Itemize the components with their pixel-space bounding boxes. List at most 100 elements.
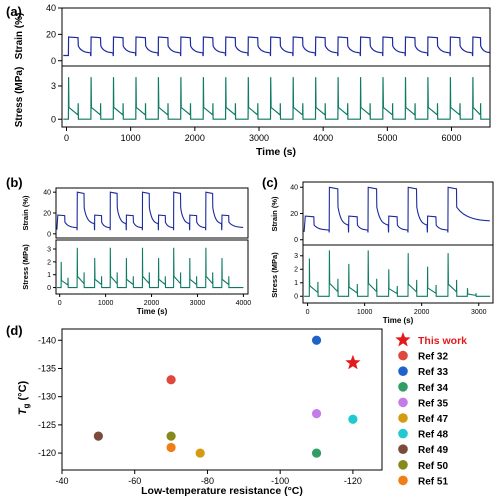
panel-c-strain-ylabel: Strain (%): [270, 196, 279, 232]
point-ref-49: [93, 431, 103, 441]
legend-marker: [398, 350, 408, 361]
d-ytick-label: -135: [38, 363, 56, 373]
panel-a-stress-frame: [61, 65, 491, 128]
legend-label: Ref 33: [418, 367, 448, 378]
panel-d-ylabel-unit: (°C): [17, 380, 29, 403]
legend-marker: [398, 428, 408, 439]
legend-label: Ref 47: [418, 414, 448, 425]
panel-d-frame: [61, 328, 383, 471]
c-xtick-label: 3000: [471, 309, 487, 316]
legend-label: Ref 48: [418, 430, 448, 441]
b-strain-ytick-label: 20: [43, 210, 51, 217]
b-xtick-label: 3000: [190, 300, 206, 307]
c-stress-ytick-label: 0: [294, 294, 298, 301]
panel-d: -120 -125 -130 -135 -140 -40 -60 -80 -100 -120 L…: [17, 328, 467, 497]
a-xtick-label: 0: [64, 133, 69, 143]
a-strain-ytick-label: 0: [51, 56, 56, 66]
legend-label: Ref 49: [418, 445, 448, 456]
point-ref-51: [166, 442, 176, 453]
point-this-work: [345, 354, 361, 370]
b-xtick-label: 0: [58, 300, 62, 307]
d-ytick-label: -130: [38, 392, 56, 402]
b-xtick-label: 1000: [98, 300, 114, 307]
b-strain-ytick-label: 0: [47, 231, 51, 238]
legend-marker: [398, 397, 408, 408]
legend-marker: [398, 366, 408, 377]
d-xtick-label: -80: [201, 476, 214, 486]
panel-a-strain-ylabel: Strain (%): [14, 13, 25, 60]
legend-label: Ref 50: [418, 461, 448, 472]
a-xtick-label: 5000: [377, 133, 397, 143]
panel-c-strain-frame: [302, 181, 494, 246]
panel-d-ylabel-main: T: [17, 407, 29, 415]
panel-a-xlabel: Time (s): [256, 146, 296, 158]
panel-d-ylabel-sub: g: [22, 403, 31, 408]
panel-a-stress-series: [63, 77, 490, 120]
a-strain-ytick-label: 20: [46, 30, 56, 40]
c-strain-ytick-label: 40: [290, 185, 298, 192]
d-xtick-label: -60: [128, 476, 141, 486]
c-xtick-label: 1000: [357, 309, 373, 316]
panel-d-yticks: -120 -125 -130 -135 -140: [38, 335, 62, 458]
c-strain-ytick-label: 20: [290, 211, 298, 218]
a-stress-ytick-label: 3: [51, 81, 56, 91]
panel-c-stress-series: [304, 250, 491, 297]
panel-a-xticks: 0 1000 2000 3000 4000 5000 6000: [64, 127, 462, 143]
legend-marker: [398, 413, 408, 423]
c-stress-ytick-label: 3: [294, 253, 298, 260]
legend-marker: [398, 444, 408, 455]
legend-label: Ref 34: [418, 383, 448, 394]
panel-d-ylabel: Tg (°C): [17, 380, 31, 415]
c-stress-ytick-label: 1: [294, 280, 298, 287]
b-stress-ytick-label: 3: [47, 246, 51, 253]
panel-c-xlabel: Time (s): [383, 316, 414, 325]
panel-a-stress-ylabel: Stress (MPa): [14, 67, 25, 128]
a-stress-ytick-label: 0: [51, 114, 56, 124]
panel-a-strain-yticks: 0 20 40: [46, 3, 62, 66]
panel-b-xticks: 0 1000 2000 3000 4000: [58, 294, 252, 307]
b-xtick-label: 4000: [236, 300, 252, 307]
panel-d-xlabel: Low-temperature resistance (°C): [141, 485, 303, 497]
d-xtick-label: -120: [344, 476, 362, 486]
b-strain-ytick-label: 40: [43, 190, 51, 197]
panel-c-strain-series: [303, 186, 490, 233]
point-ref-34: [311, 448, 322, 458]
b-xtick-label: 2000: [144, 300, 160, 307]
point-ref-35: [311, 409, 322, 419]
legend-label-this-work: This work: [418, 335, 467, 347]
a-xtick-label: 1000: [121, 133, 141, 143]
a-xtick-label: 4000: [313, 133, 333, 143]
panel-label-c: (c): [262, 175, 278, 190]
b-stress-ytick-label: 1: [47, 272, 51, 279]
a-xtick-label: 6000: [441, 133, 461, 143]
b-stress-ytick-label: 2: [47, 259, 51, 266]
panel-label-d: (d): [6, 323, 23, 338]
d-xtick-label: -40: [55, 476, 68, 486]
point-ref-32: [166, 375, 176, 385]
legend-marker: [398, 475, 408, 486]
legend-label: Ref 35: [418, 398, 448, 409]
d-xtick-label: -100: [271, 476, 289, 486]
b-stress-ytick-label: 0: [47, 285, 51, 292]
panel-b-strain-yticks: 0 20 40: [43, 190, 56, 238]
d-ytick-label: -125: [38, 420, 56, 430]
point-ref-48: [348, 414, 358, 424]
panel-label-b: (b): [6, 175, 23, 190]
legend-label: Ref 32: [418, 352, 448, 363]
c-strain-ytick-label: 0: [294, 237, 298, 244]
panel-d-points: [93, 335, 361, 458]
panel-c-xticks: 0 1000 2000 3000: [306, 303, 487, 316]
legend-marker: [398, 460, 408, 470]
a-strain-ytick-label: 40: [46, 3, 56, 13]
point-ref-33: [311, 335, 322, 345]
panel-a-stress-yticks: 03: [51, 81, 62, 124]
d-ytick-label: -140: [38, 335, 56, 345]
d-ytick-label: -120: [38, 448, 56, 458]
panel-b-strain-ylabel: Strain (%): [21, 195, 30, 231]
c-xtick-label: 0: [306, 309, 310, 316]
legend-marker-this-work: [395, 332, 411, 347]
panel-a-strain-series: [63, 36, 490, 57]
